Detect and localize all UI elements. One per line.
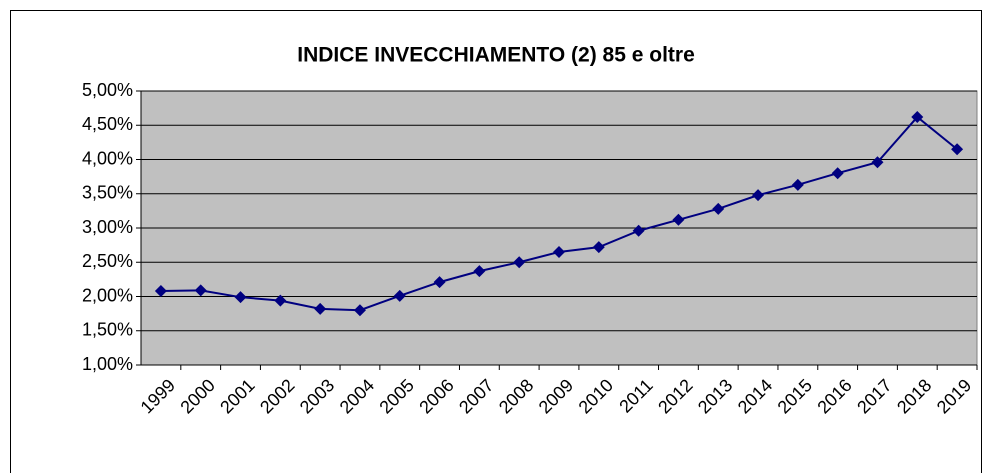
data-marker [274,294,287,307]
data-marker [154,285,167,298]
data-marker [194,284,207,297]
y-tick-label: 4,50% [82,114,133,134]
data-marker [592,241,605,254]
y-tick-label: 4,00% [82,148,133,168]
data-marker [871,156,884,169]
data-marker [712,202,725,215]
data-marker [393,289,406,302]
data-marker [234,291,247,304]
y-tick-label: 2,00% [82,285,133,305]
y-tick-label: 2,50% [82,251,133,271]
data-marker [672,213,685,226]
y-tick-label: 1,50% [82,320,133,340]
data-marker [433,276,446,289]
data-marker [831,167,844,180]
data-marker [951,143,964,156]
y-tick-label: 3,50% [82,183,133,203]
data-marker [553,245,565,258]
data-marker [513,256,526,269]
data-marker [473,265,486,278]
data-marker [353,304,366,317]
y-tick-label: 3,00% [82,217,133,237]
chart-title: INDICE INVECCHIAMENTO (2) 85 e oltre [297,44,695,67]
y-tick-label: 5,00% [82,80,133,100]
data-marker [314,302,327,315]
data-marker [791,178,804,191]
data-marker [752,189,765,202]
data-marker [632,224,645,237]
data-marker [911,111,924,124]
y-tick-label: 1,00% [82,354,133,374]
